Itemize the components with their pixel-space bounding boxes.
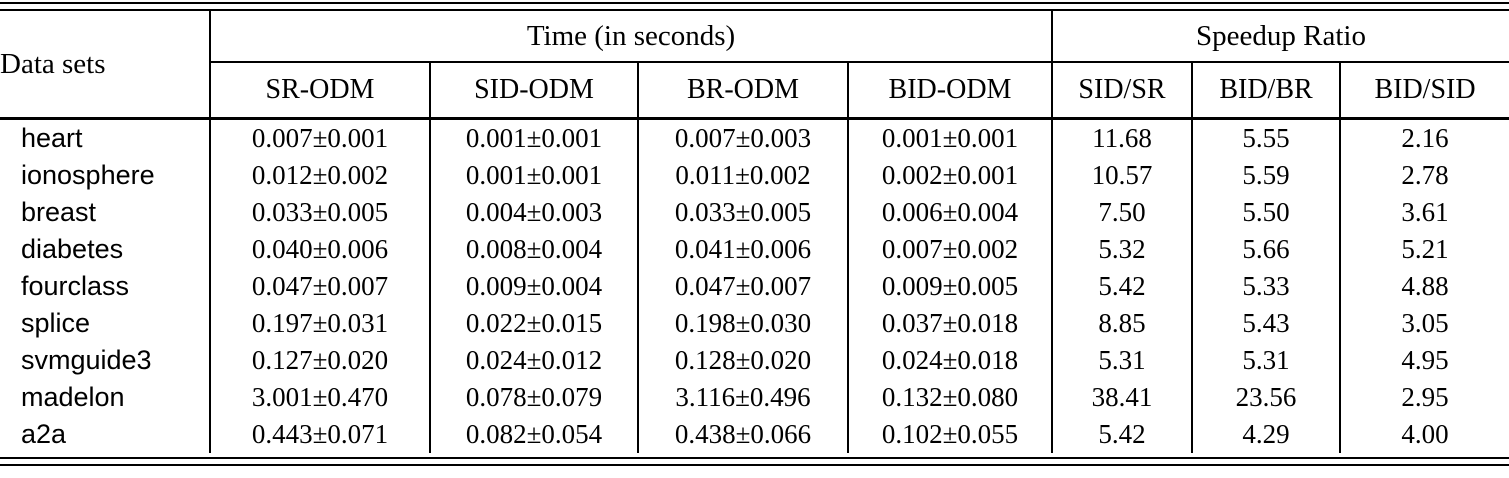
table-row: diabetes 0.040±0.006 0.008±0.004 0.041±0…	[0, 231, 1509, 268]
header-sid-odm: SID-ODM	[429, 62, 638, 120]
value-cell: 0.002±0.001	[847, 157, 1052, 194]
value-cell: 11.68	[1051, 118, 1192, 157]
value-cell: 0.040±0.006	[209, 231, 430, 268]
table-row: a2a 0.443±0.071 0.082±0.054 0.438±0.066 …	[0, 416, 1509, 453]
value-cell: 0.009±0.004	[429, 268, 638, 305]
header-bid-sid: BID/SID	[1339, 62, 1509, 120]
dataset-name-cell: breast	[21, 197, 97, 227]
group-header-row: Data sets Time (in seconds) Speedup Rati…	[0, 11, 1509, 120]
table-row: heart 0.007±0.001 0.001±0.001 0.007±0.00…	[0, 118, 1509, 157]
value-cell: 0.024±0.018	[847, 342, 1052, 379]
value-cell: 0.001±0.001	[429, 157, 638, 194]
value-cell: 5.42	[1051, 268, 1192, 305]
value-cell: 5.66	[1191, 231, 1340, 268]
value-cell: 0.004±0.003	[429, 194, 638, 231]
value-cell: 7.50	[1051, 194, 1192, 231]
header-sr-odm: SR-ODM	[209, 62, 430, 120]
value-cell: 0.007±0.002	[847, 231, 1052, 268]
value-cell: 0.033±0.005	[637, 194, 848, 231]
value-cell: 0.012±0.002	[209, 157, 430, 194]
value-cell: 4.88	[1339, 268, 1509, 305]
dataset-name-cell: svmguide3	[21, 345, 152, 375]
top-double-rule	[0, 2, 1509, 11]
value-cell: 0.082±0.054	[429, 416, 638, 453]
value-cell: 3.61	[1339, 194, 1509, 231]
dataset-name-cell: fourclass	[21, 271, 130, 301]
value-cell: 4.29	[1191, 416, 1340, 453]
value-cell: 0.438±0.066	[637, 416, 848, 453]
value-cell: 2.78	[1339, 157, 1509, 194]
value-cell: 5.59	[1191, 157, 1340, 194]
value-cell: 0.041±0.006	[637, 231, 848, 268]
value-cell: 0.006±0.004	[847, 194, 1052, 231]
table-row: svmguide3 0.127±0.020 0.024±0.012 0.128±…	[0, 342, 1509, 379]
value-cell: 0.047±0.007	[637, 268, 848, 305]
sub-header-row: SR-ODM SID-ODM BR-ODM BID-ODM SID/SR BID…	[0, 62, 1509, 120]
dataset-name-cell: a2a	[21, 419, 67, 449]
header-bid-br: BID/BR	[1191, 62, 1340, 120]
header-bid-odm: BID-ODM	[847, 62, 1052, 120]
value-cell: 4.95	[1339, 342, 1509, 379]
value-cell: 3.001±0.470	[209, 379, 430, 416]
value-cell: 5.31	[1191, 342, 1340, 379]
value-cell: 5.55	[1191, 118, 1340, 157]
value-cell: 0.008±0.004	[429, 231, 638, 268]
table-header: Data sets Time (in seconds) Speedup Rati…	[0, 11, 1509, 120]
value-cell: 0.024±0.012	[429, 342, 638, 379]
value-cell: 0.132±0.080	[847, 379, 1052, 416]
header-time-group: Time (in seconds)	[209, 11, 1052, 63]
value-cell: 0.128±0.020	[637, 342, 848, 379]
value-cell: 0.033±0.005	[209, 194, 430, 231]
table-body: heart 0.007±0.001 0.001±0.001 0.007±0.00…	[0, 118, 1509, 453]
value-cell: 5.43	[1191, 305, 1340, 342]
header-speedup-group: Speedup Ratio	[1051, 11, 1509, 63]
value-cell: 0.001±0.001	[847, 118, 1052, 157]
value-cell: 38.41	[1051, 379, 1192, 416]
value-cell: 0.078±0.079	[429, 379, 638, 416]
dataset-name-cell: splice	[21, 308, 91, 338]
dataset-name-cell: madelon	[21, 382, 125, 412]
value-cell: 10.57	[1051, 157, 1192, 194]
value-cell: 5.21	[1339, 231, 1509, 268]
value-cell: 4.00	[1339, 416, 1509, 453]
value-cell: 0.197±0.031	[209, 305, 430, 342]
value-cell: 0.009±0.005	[847, 268, 1052, 305]
value-cell: 0.102±0.055	[847, 416, 1052, 453]
dataset-name-cell: heart	[21, 123, 83, 153]
value-cell: 23.56	[1191, 379, 1340, 416]
value-cell: 0.007±0.001	[209, 118, 430, 157]
value-cell: 2.16	[1339, 118, 1509, 157]
value-cell: 2.95	[1339, 379, 1509, 416]
value-cell: 5.32	[1051, 231, 1192, 268]
dataset-name-cell: ionosphere	[21, 160, 155, 190]
dataset-name-cell: diabetes	[21, 234, 124, 264]
value-cell: 0.127±0.020	[209, 342, 430, 379]
value-cell: 5.33	[1191, 268, 1340, 305]
value-cell: 3.116±0.496	[637, 379, 848, 416]
results-table: Data sets Time (in seconds) Speedup Rati…	[0, 11, 1509, 453]
value-cell: 0.047±0.007	[209, 268, 430, 305]
value-cell: 0.022±0.015	[429, 305, 638, 342]
header-br-odm: BR-ODM	[637, 62, 848, 120]
value-cell: 5.42	[1051, 416, 1192, 453]
value-cell: 3.05	[1339, 305, 1509, 342]
header-sid-sr: SID/SR	[1051, 62, 1192, 120]
table-row: breast 0.033±0.005 0.004±0.003 0.033±0.0…	[0, 194, 1509, 231]
value-cell: 0.011±0.002	[637, 157, 848, 194]
value-cell: 5.50	[1191, 194, 1340, 231]
bottom-double-rule	[0, 457, 1509, 466]
value-cell: 0.037±0.018	[847, 305, 1052, 342]
value-cell: 0.001±0.001	[429, 118, 638, 157]
table-row: splice 0.197±0.031 0.022±0.015 0.198±0.0…	[0, 305, 1509, 342]
table-row: ionosphere 0.012±0.002 0.001±0.001 0.011…	[0, 157, 1509, 194]
table-row: madelon 3.001±0.470 0.078±0.079 3.116±0.…	[0, 379, 1509, 416]
value-cell: 0.443±0.071	[209, 416, 430, 453]
value-cell: 8.85	[1051, 305, 1192, 342]
value-cell: 5.31	[1051, 342, 1192, 379]
value-cell: 0.007±0.003	[637, 118, 848, 157]
header-data-sets: Data sets	[0, 11, 210, 120]
table-row: fourclass 0.047±0.007 0.009±0.004 0.047±…	[0, 268, 1509, 305]
value-cell: 0.198±0.030	[637, 305, 848, 342]
